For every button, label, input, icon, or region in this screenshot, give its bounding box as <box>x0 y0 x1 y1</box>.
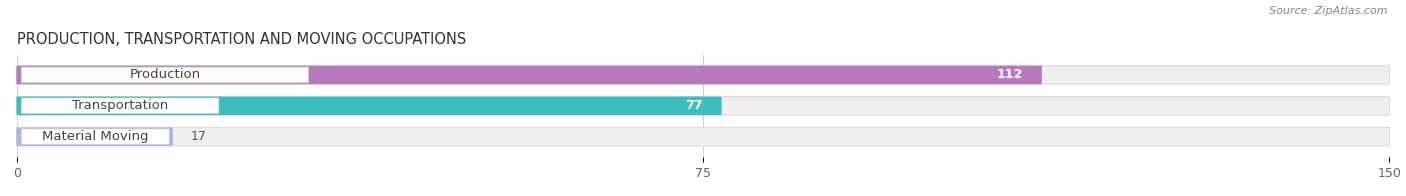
Text: PRODUCTION, TRANSPORTATION AND MOVING OCCUPATIONS: PRODUCTION, TRANSPORTATION AND MOVING OC… <box>17 32 467 47</box>
FancyBboxPatch shape <box>21 67 308 83</box>
FancyBboxPatch shape <box>17 66 1389 84</box>
FancyBboxPatch shape <box>21 98 219 114</box>
Text: Production: Production <box>129 68 201 82</box>
Text: Material Moving: Material Moving <box>42 130 149 143</box>
Text: 77: 77 <box>686 99 703 112</box>
FancyBboxPatch shape <box>17 97 721 115</box>
FancyBboxPatch shape <box>21 129 169 145</box>
FancyBboxPatch shape <box>17 127 173 146</box>
FancyBboxPatch shape <box>17 66 1042 84</box>
FancyBboxPatch shape <box>17 97 1389 115</box>
Text: Source: ZipAtlas.com: Source: ZipAtlas.com <box>1270 6 1388 16</box>
Text: 112: 112 <box>997 68 1024 82</box>
Text: Transportation: Transportation <box>72 99 169 112</box>
FancyBboxPatch shape <box>17 127 1389 146</box>
Text: 17: 17 <box>191 130 207 143</box>
